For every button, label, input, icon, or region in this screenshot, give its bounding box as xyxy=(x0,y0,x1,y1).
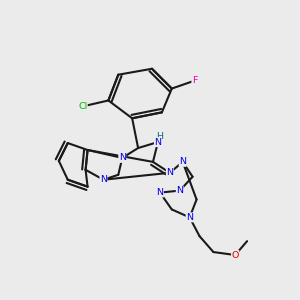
Text: Cl: Cl xyxy=(78,102,87,111)
Text: N: N xyxy=(156,188,164,197)
Text: N: N xyxy=(100,175,107,184)
Text: N: N xyxy=(186,213,193,222)
Text: N: N xyxy=(154,138,161,147)
Text: H: H xyxy=(156,132,164,141)
Text: N: N xyxy=(119,153,126,162)
Text: N: N xyxy=(166,168,173,177)
Text: F: F xyxy=(192,76,197,85)
Text: O: O xyxy=(232,250,239,260)
Text: N: N xyxy=(176,186,183,195)
Text: N: N xyxy=(179,158,186,166)
